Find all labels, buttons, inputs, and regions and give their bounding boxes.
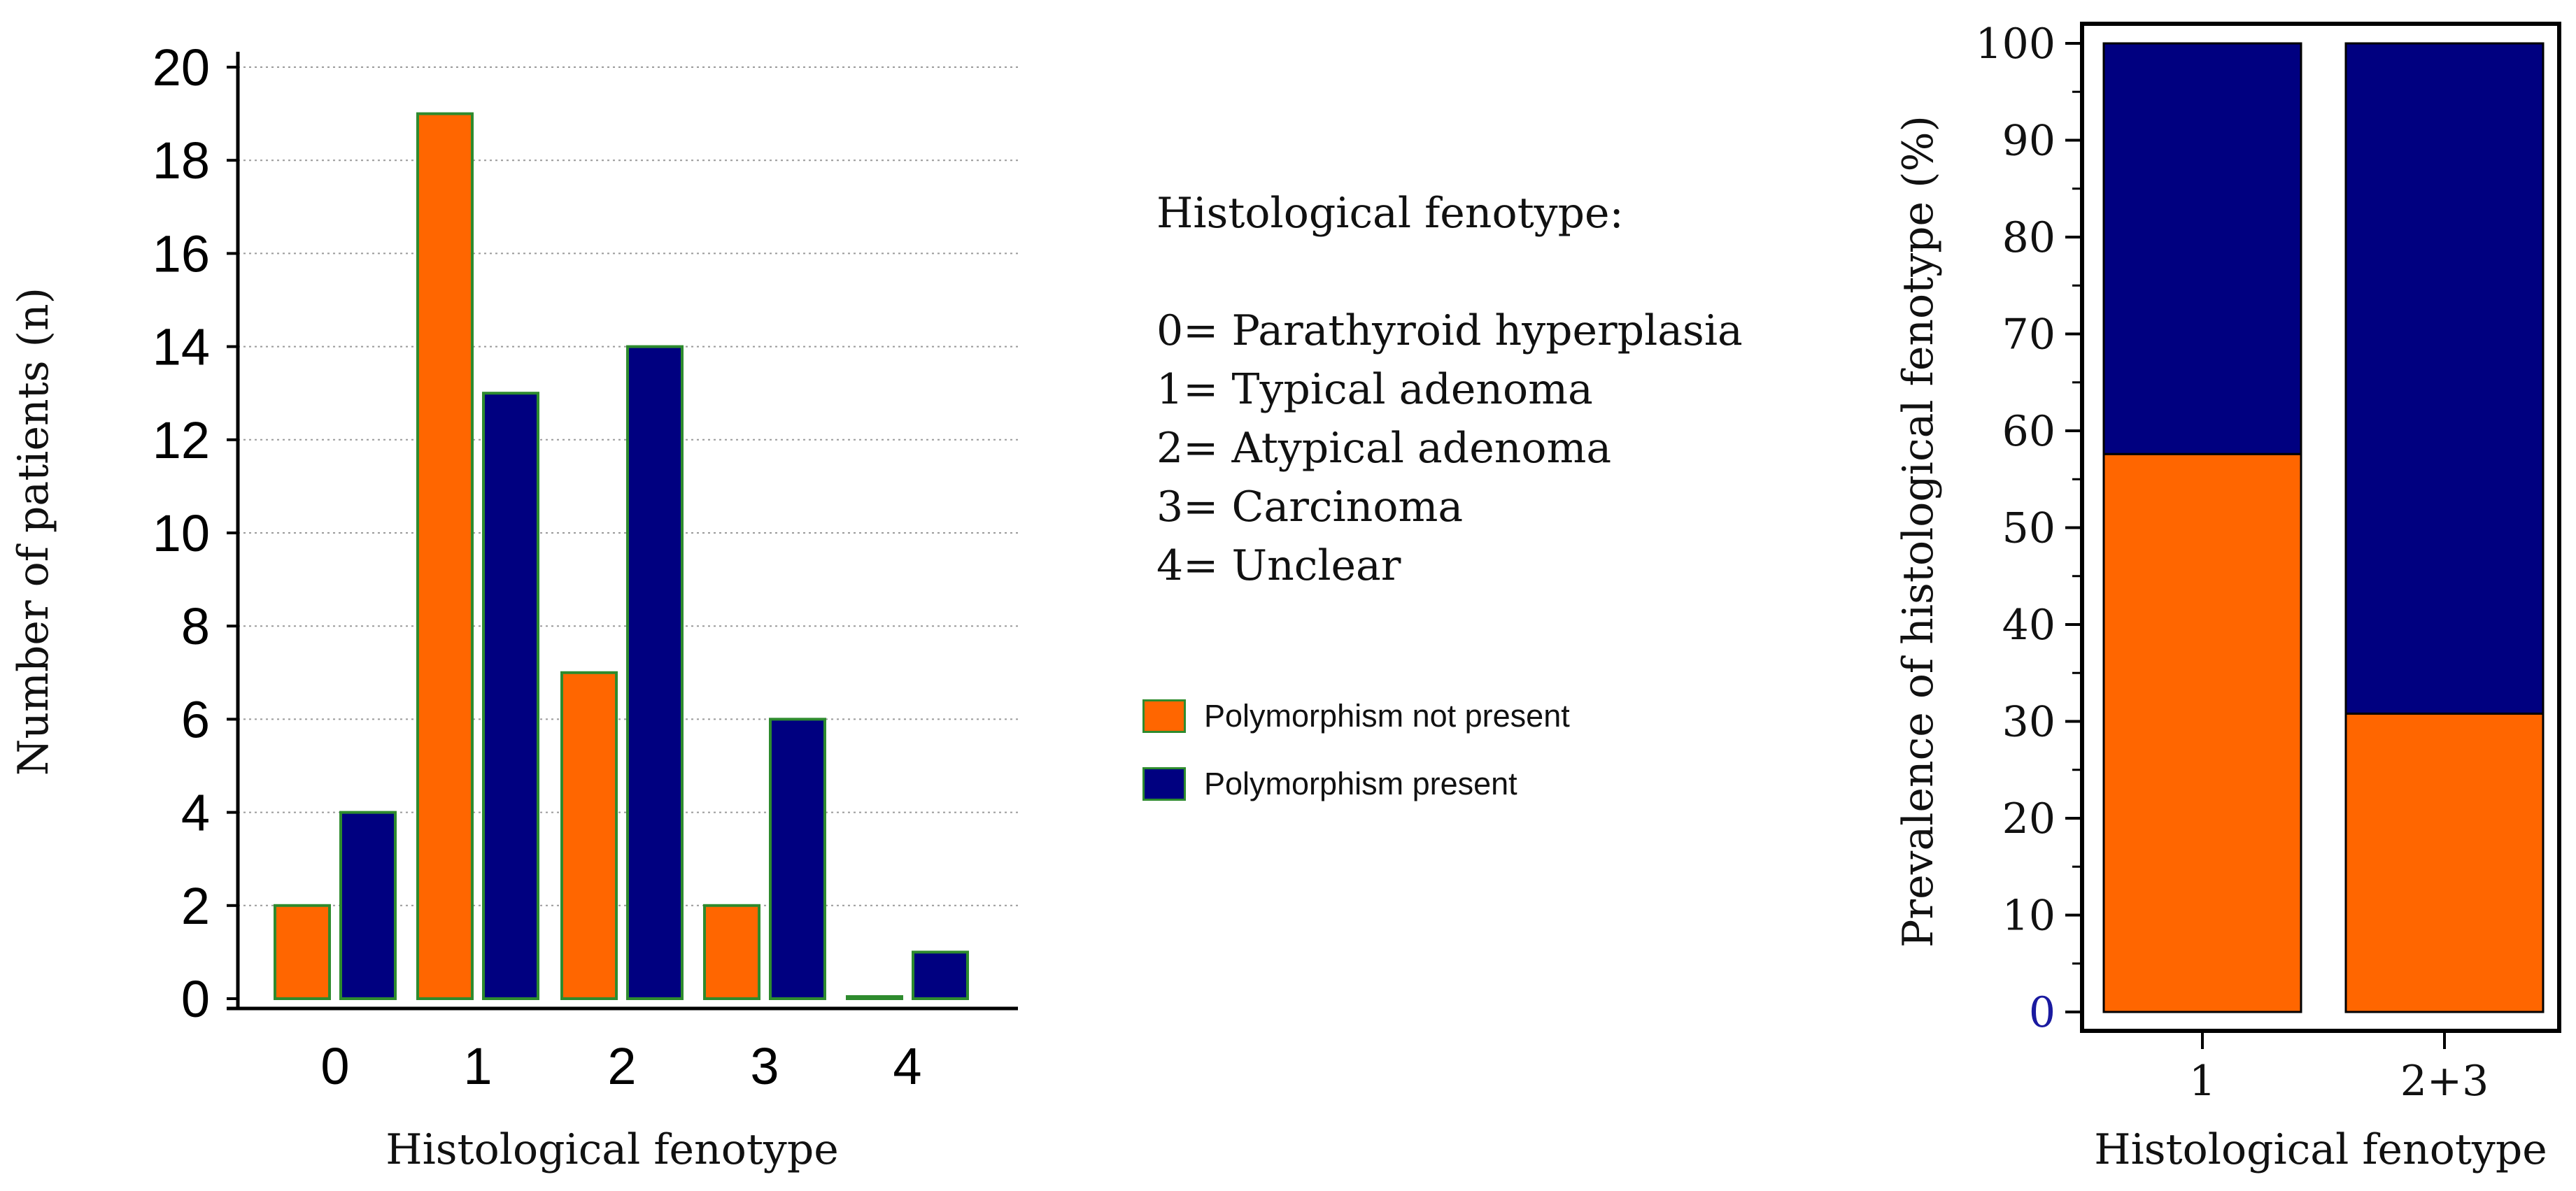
left-bar-present-0	[339, 811, 397, 1000]
left-x-tick-labels: 0 1 2 3 4	[320, 1037, 921, 1095]
right-bar-present-1	[2102, 42, 2302, 455]
legend-item-not-present: Polymorphism not present	[1142, 696, 1570, 734]
left-y-tick-label: 8	[181, 597, 210, 655]
right-y-ticks: 0 10 20 30 40 50 60 70 80 90 100	[1975, 20, 2080, 1037]
left-bar-present-1	[482, 392, 539, 1000]
legend-code-3: 3= Carcinoma	[1156, 483, 1464, 532]
left-bars	[274, 112, 969, 1001]
left-x-tick-label: 2	[607, 1037, 636, 1095]
left-y-axis-label: Number of patients (n)	[9, 287, 58, 776]
left-y-tick-label: 20	[153, 38, 210, 97]
right-y-tick-label: 0	[2029, 988, 2055, 1037]
right-y-tick-label: 10	[2002, 892, 2055, 941]
legend-code-4: 4= Unclear	[1156, 541, 1401, 590]
left-y-tick-label: 14	[153, 318, 210, 376]
left-axes	[227, 52, 1018, 1011]
right-y-tick-label: 100	[1975, 20, 2055, 69]
left-bar-not-present-4	[846, 995, 903, 1000]
left-bar-present-2	[626, 345, 684, 1001]
right-y-tick-label: 30	[2002, 698, 2055, 747]
left-y-tick-label: 12	[153, 411, 210, 469]
legend-label-present: Polymorphism present	[1204, 766, 1517, 802]
fenotype-code-legend: Histological fenotype: 0= Parathyroid hy…	[1156, 189, 1786, 608]
legend-heading: Histological fenotype:	[1156, 189, 1624, 238]
right-y-axis-label: Prevalence of histological fenotype (%)	[1894, 115, 1943, 948]
left-x-axis-label: Histological fenotype	[385, 1125, 839, 1174]
right-bar-not-present-2+3	[2344, 712, 2545, 1013]
right-plot-frame	[2080, 22, 2561, 1033]
left-bar-present-3	[769, 718, 826, 1001]
legend-code-0: 0= Parathyroid hyperplasia	[1156, 306, 1743, 355]
right-x-axis-label: Histological fenotype	[2094, 1125, 2547, 1174]
right-bars	[2102, 42, 2545, 1013]
left-gridlines	[238, 66, 1018, 906]
legend-code-2: 2= Atypical adenoma	[1156, 424, 1612, 473]
legend-label-not-present: Polymorphism not present	[1204, 698, 1570, 734]
right-y-tick-label: 20	[2002, 794, 2055, 843]
left-bar-not-present-0	[274, 904, 331, 1001]
left-y-tick-label: 0	[181, 970, 210, 1028]
left-y-tick-label: 6	[181, 690, 210, 748]
left-y-tick-label: 2	[181, 877, 210, 935]
series-legend: Polymorphism not present Polymorphism pr…	[1142, 696, 1702, 808]
right-y-tick-label: 90	[2002, 117, 2055, 166]
right-y-tick-label: 40	[2002, 601, 2055, 650]
right-x-tick-label: 1	[2189, 1057, 2216, 1106]
left-bar-not-present-3	[703, 904, 760, 1001]
legend-swatch-not-present	[1142, 699, 1186, 734]
left-x-tick-label: 4	[893, 1037, 921, 1095]
right-bar-present-2+3	[2344, 42, 2545, 715]
left-y-tick-labels: 0 2 4 6 8 10 12 14 16 18 20	[153, 38, 238, 1028]
left-y-tick-label: 4	[181, 784, 210, 842]
right-y-tick-label: 80	[2002, 213, 2055, 262]
right-y-tick-label: 60	[2002, 407, 2055, 456]
left-bar-not-present-1	[416, 112, 474, 1001]
right-bar-not-present-1	[2102, 452, 2302, 1013]
legend-swatch-present	[1142, 767, 1186, 801]
left-x-tick-label: 3	[750, 1037, 779, 1095]
right-y-tick-label: 70	[2002, 311, 2055, 359]
left-y-tick-label: 16	[153, 224, 210, 283]
legend-code-1: 1= Typical adenoma	[1156, 365, 1593, 414]
right-x-ticks: 1 2+3	[2189, 1033, 2489, 1106]
legend-item-present: Polymorphism present	[1142, 764, 1517, 802]
left-bar-present-4	[912, 950, 969, 1001]
left-x-tick-label: 0	[320, 1037, 349, 1095]
left-bar-not-present-2	[560, 671, 618, 1000]
left-y-tick-label: 18	[153, 131, 210, 190]
left-y-tick-label: 10	[153, 504, 210, 562]
right-y-tick-label: 50	[2002, 504, 2055, 553]
right-stacked-bar-chart: 0 10 20 30 40 50 60 70 80 90 100 1 2+3 Prevalence o…	[1894, 20, 2561, 1174]
right-x-tick-label: 2+3	[2400, 1057, 2489, 1106]
left-x-tick-label: 1	[463, 1037, 492, 1095]
